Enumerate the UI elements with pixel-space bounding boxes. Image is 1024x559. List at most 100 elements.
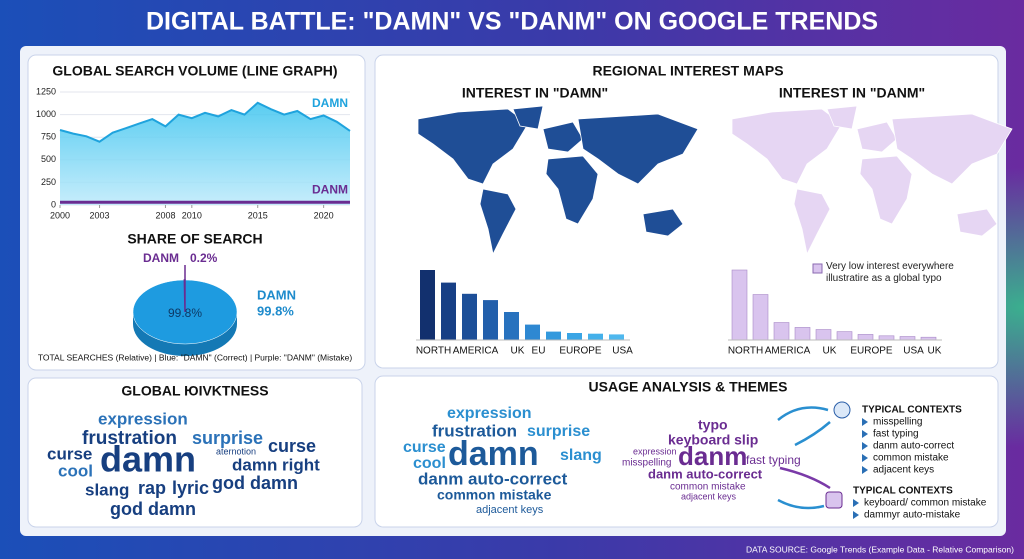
y-tick-label: 1000: [36, 109, 56, 119]
context-title: TYPICAL CONTEXTS: [862, 405, 962, 416]
cloud-word: frustration: [432, 421, 517, 440]
cloud-word: god damn: [110, 499, 196, 519]
bullet: [862, 466, 868, 474]
cloud-word: expression: [98, 409, 188, 428]
bar: [836, 331, 853, 341]
pie-label: DAMN: [257, 287, 296, 302]
context-item: danm auto-correct: [873, 441, 954, 452]
pie-note: TOTAL SEARCHES (Relative) | Blue: "DAMN"…: [38, 352, 353, 362]
bullet: [862, 418, 868, 426]
context-item: keyboard/ common mistake: [864, 498, 987, 509]
x-tick-label: EUROPE: [850, 346, 893, 357]
bullet: [853, 511, 859, 519]
x-tick-label: NORTH: [416, 346, 451, 357]
cloud-word: damn right: [232, 455, 320, 474]
cloud-word: fast typing: [746, 453, 801, 467]
y-tick-label: 1250: [36, 86, 56, 96]
pie-value-label: 99.8%: [257, 303, 294, 318]
arrow: [777, 498, 825, 510]
icon: [825, 491, 843, 509]
bar: [588, 333, 603, 340]
cloud-word: cool: [413, 455, 446, 472]
bar: [815, 329, 832, 341]
context-item: dammyr auto-mistake: [864, 510, 961, 521]
panel-title: USAGE ANALYSIS & THEMES: [589, 379, 788, 395]
cloud-word: frustration: [82, 428, 177, 449]
bar: [794, 327, 811, 341]
bullet: [862, 430, 868, 438]
cloud-word: common mistake: [437, 487, 552, 503]
x-tick-label: AMERICA: [453, 346, 499, 357]
x-tick-label: 2000: [50, 210, 70, 220]
cloud-word: curse: [268, 436, 316, 456]
cloud-word: keyboard slip: [668, 432, 758, 448]
cloud-word: danm auto-correct: [418, 469, 568, 488]
series-label: DAMN: [312, 96, 348, 110]
pie-center-label: 99.8%: [168, 306, 202, 320]
bullet: [853, 499, 859, 507]
y-tick-label: 500: [41, 154, 56, 164]
cloud-word: surprise: [527, 423, 590, 440]
panel-title: GLOBAL SEARCH VOLUME (LINE GRAPH): [52, 63, 337, 79]
cloud-word: slang: [560, 447, 602, 464]
cloud-word: damn: [448, 435, 539, 473]
cloud-word: adjacent keys: [681, 491, 737, 501]
arrow: [779, 466, 831, 490]
bar: [878, 335, 895, 341]
map-title: INTEREST IN "DANM": [779, 85, 925, 101]
bar: [857, 334, 874, 341]
cloud-word: rap: [138, 478, 166, 498]
icon: [833, 401, 851, 419]
x-tick-label: EU: [532, 346, 546, 357]
cloud-word: expression: [447, 405, 531, 422]
panel: [27, 377, 363, 528]
y-tick-label: 750: [41, 132, 56, 142]
series-label: DANM: [312, 182, 348, 196]
area-fill: [60, 102, 350, 205]
context-item: fast typing: [873, 429, 919, 440]
bar: [609, 334, 624, 340]
context-item: common mistake: [873, 453, 949, 464]
map-title: INTEREST IN "DAMN": [462, 85, 608, 101]
x-tick-label: USA: [612, 346, 633, 357]
cloud-word: damn: [100, 439, 196, 480]
cloud-word: aternotion: [216, 446, 256, 456]
cloud-word: expression: [633, 446, 677, 456]
bullet: [862, 442, 868, 450]
legend-note: Very low interest everywhere illustratir…: [826, 261, 954, 284]
bar: [462, 293, 477, 340]
cloud-word: slang: [85, 480, 129, 499]
pie-label: DANM: [143, 251, 179, 265]
cloud-word: curse: [47, 444, 92, 463]
x-tick-label: NORTH: [728, 346, 763, 357]
bar: [546, 331, 561, 340]
y-tick-label: 250: [41, 177, 56, 187]
panel-title: GLOBAL ЮIVKTNESS: [121, 383, 268, 399]
arrow: [777, 406, 829, 421]
bar: [483, 300, 498, 340]
legend-note-text: Very low interest everywhere illustratir…: [826, 261, 954, 284]
cloud-word: lyric: [172, 478, 209, 498]
cloud-word: god damn: [212, 473, 298, 493]
cloud-word: misspelling: [622, 458, 671, 469]
x-tick-label: UK: [511, 346, 525, 357]
bar: [504, 312, 519, 340]
page-title: DIGITAL BATTLE: "DAMN" VS "DANM" ON GOOG…: [146, 8, 878, 36]
pie-side: [133, 312, 237, 356]
cloud-word: danm auto-correct: [648, 466, 763, 481]
cloud-word: danm: [678, 441, 747, 471]
x-tick-label: USA: [903, 346, 924, 357]
bar: [525, 324, 540, 340]
x-tick-label: UK: [928, 346, 942, 357]
cloud-word: surprise: [192, 428, 263, 448]
bar: [441, 282, 456, 340]
footer: DATA SOURCE: Google Trends (Example Data…: [746, 544, 1014, 554]
context-item: adjacent keys: [873, 465, 934, 476]
cloud-word: adjacent keys: [476, 504, 544, 516]
bar: [773, 322, 790, 341]
cloud-word: common mistake: [670, 482, 746, 493]
panel: [374, 54, 999, 369]
cloud-word: curse: [403, 439, 446, 456]
